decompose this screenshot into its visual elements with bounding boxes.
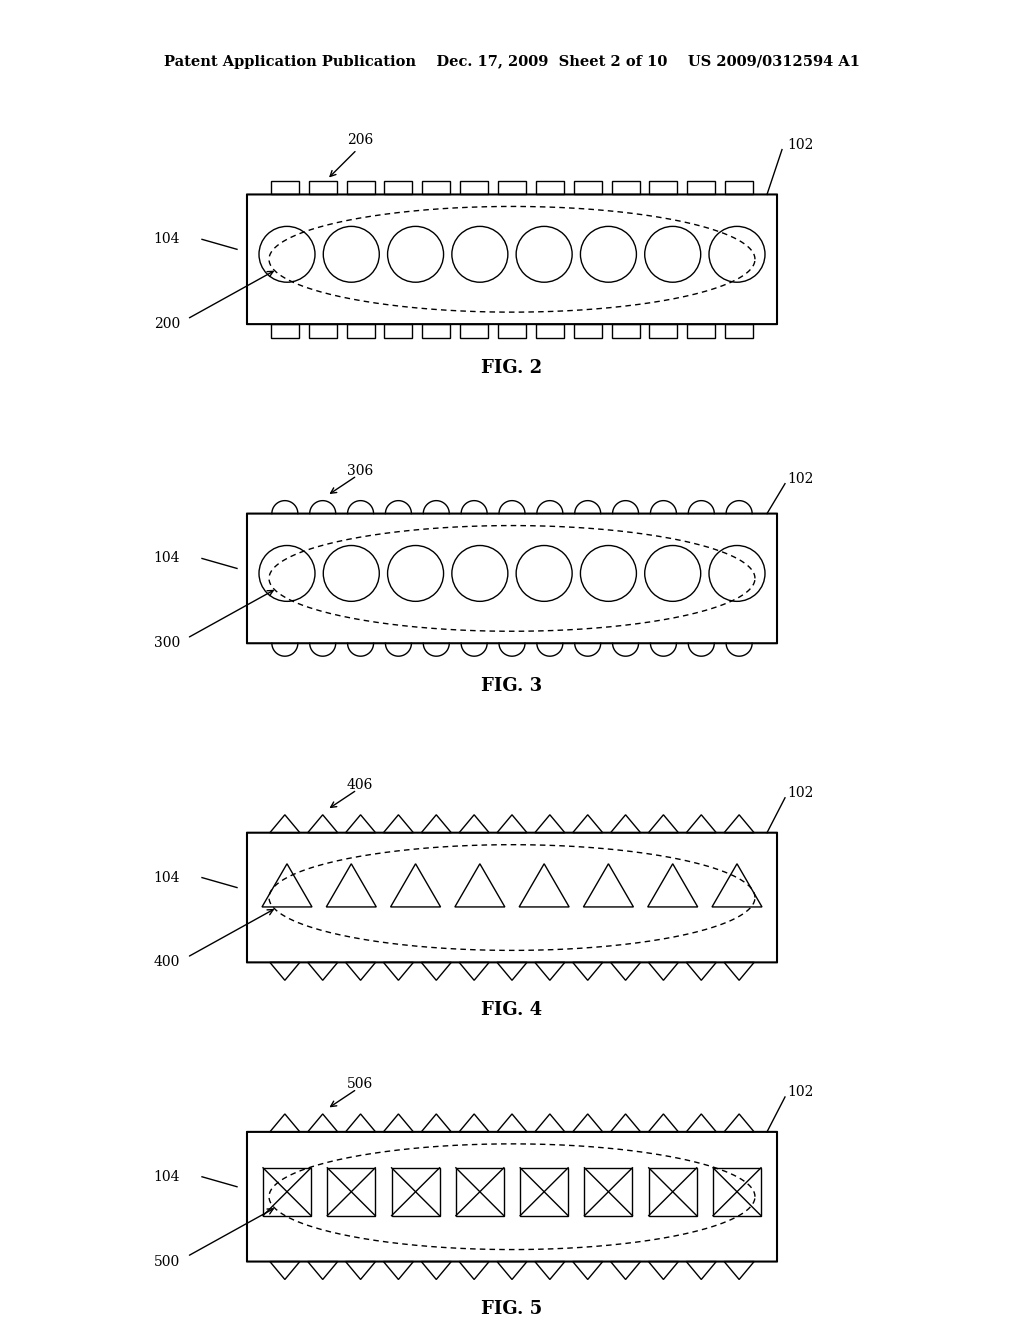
Text: 200: 200 [154,317,180,331]
FancyBboxPatch shape [247,194,777,325]
Bar [520,1168,568,1216]
Text: FIG. 5: FIG. 5 [481,1300,543,1319]
Bar [573,325,602,338]
Text: 506: 506 [347,1077,374,1092]
FancyBboxPatch shape [247,833,777,962]
Bar [687,181,716,194]
Bar [649,1168,696,1216]
Text: Patent Application Publication    Dec. 17, 2009  Sheet 2 of 10    US 2009/031259: Patent Application Publication Dec. 17, … [164,55,860,69]
Bar [263,1168,311,1216]
Bar [346,181,375,194]
Text: 104: 104 [154,232,180,247]
Bar [422,325,451,338]
Text: 104: 104 [154,1170,180,1184]
Text: 300: 300 [154,636,180,651]
Text: 500: 500 [154,1254,180,1269]
Bar [536,325,564,338]
Bar [456,1168,504,1216]
Bar [725,325,753,338]
Bar [649,181,678,194]
Bar [611,181,640,194]
Text: 102: 102 [787,1085,813,1100]
Bar [585,1168,633,1216]
Bar [713,1168,761,1216]
Text: FIG. 4: FIG. 4 [481,1002,543,1019]
Bar [687,325,716,338]
Bar [271,325,299,338]
Bar [271,181,299,194]
Bar [308,325,337,338]
Bar [611,325,640,338]
Bar [649,325,678,338]
Text: 102: 102 [787,785,813,800]
Text: FIG. 2: FIG. 2 [481,359,543,378]
Text: 102: 102 [787,137,813,152]
Text: 206: 206 [347,132,374,147]
Bar [725,181,753,194]
Text: 406: 406 [347,777,374,792]
Bar [498,181,526,194]
Bar [536,181,564,194]
Bar [308,181,337,194]
Text: 104: 104 [154,871,180,884]
Bar [346,325,375,338]
Bar [422,181,451,194]
Text: 102: 102 [787,471,813,486]
Bar [460,325,488,338]
Bar [384,325,413,338]
Bar [384,181,413,194]
Text: FIG. 3: FIG. 3 [481,677,543,696]
Text: 400: 400 [154,956,180,969]
FancyBboxPatch shape [247,1131,777,1262]
Bar [573,181,602,194]
Bar [498,325,526,338]
FancyBboxPatch shape [247,513,777,643]
Text: 104: 104 [154,552,180,565]
Bar [328,1168,375,1216]
Text: 306: 306 [347,463,374,478]
Bar [391,1168,439,1216]
Bar [460,181,488,194]
